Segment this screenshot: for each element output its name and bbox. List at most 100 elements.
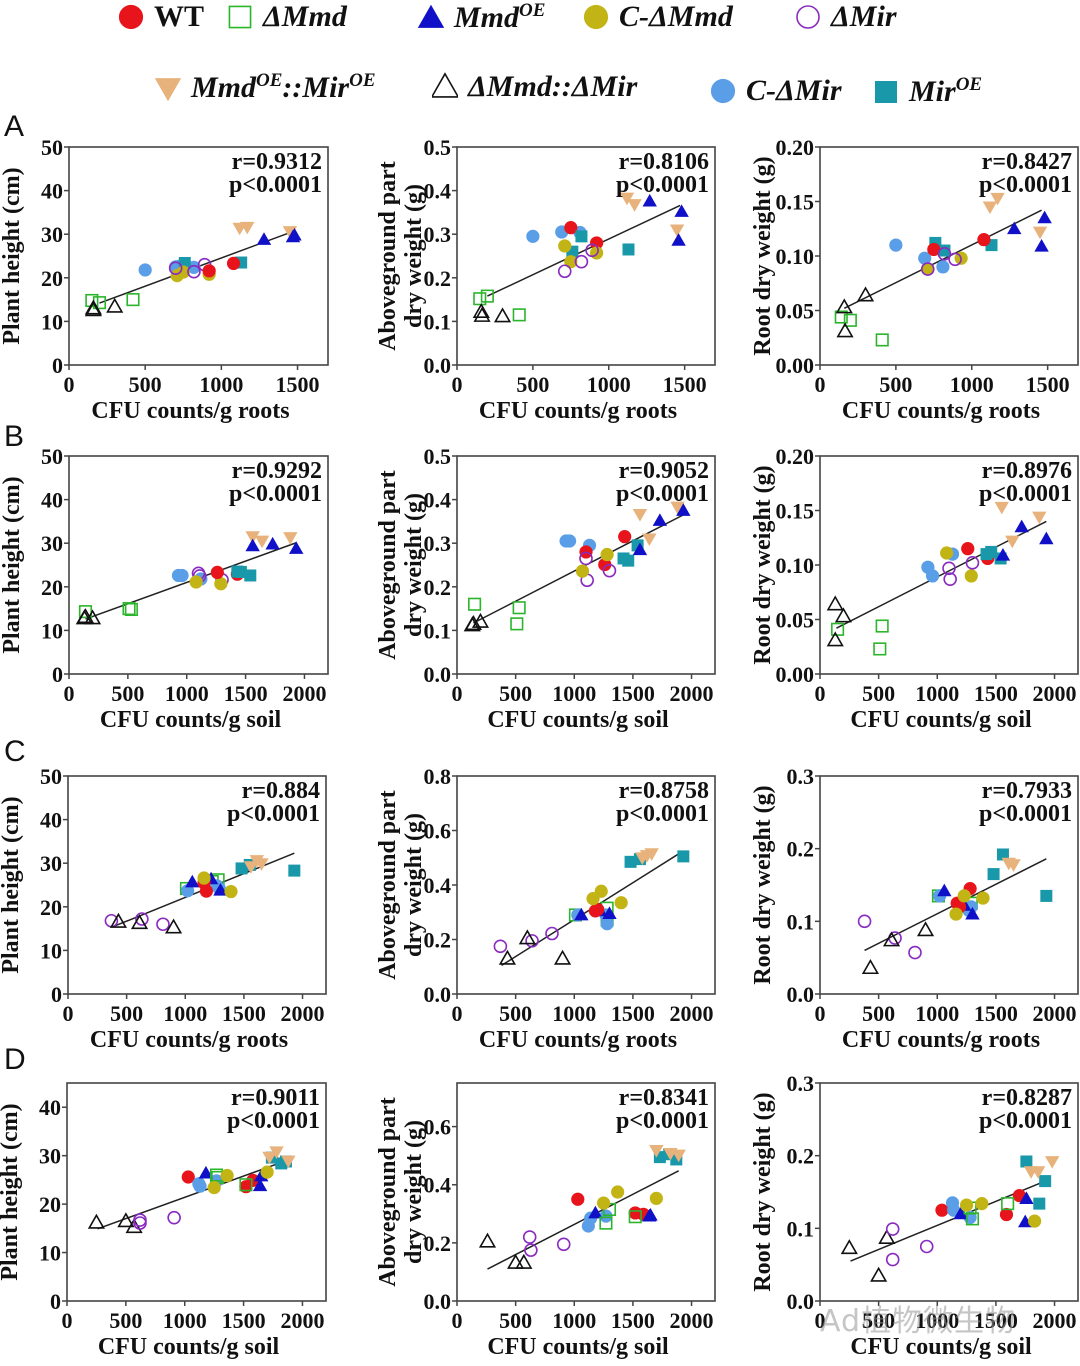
p-value-label: p<0.0001 <box>616 172 709 198</box>
data-point-dmmd <box>122 602 136 616</box>
data-point-cdmmd <box>975 1197 989 1211</box>
y-axis-label: Root dry weight (g) <box>750 785 776 984</box>
scatter-chart-c2: 0 500 1000 1500 2000 0.0 0.2 0.4 0.6 0.8 CFU count… <box>375 764 716 1053</box>
data-point-dmmddmir <box>471 612 490 628</box>
y-tick-label: 0.1 <box>424 309 452 334</box>
data-point-mmdmiroe <box>269 1146 284 1159</box>
y-tick-label: 0.2 <box>787 837 815 862</box>
legend-label-text: ::Mir <box>282 71 350 104</box>
y-tick-label: 0.10 <box>776 553 815 578</box>
y-axis-label: Aboveground part <box>375 470 401 660</box>
x-tick-label: 0 <box>63 1001 74 1026</box>
data-point-dmmd <box>480 289 494 303</box>
x-tick-label: 2000 <box>1033 1308 1077 1333</box>
legend-label-text: Mir <box>909 75 956 108</box>
x-tick-label: 1000 <box>950 372 994 397</box>
y-axis-label: Root dry weight (g) <box>750 1092 776 1291</box>
x-tick-label: 1000 <box>587 372 631 397</box>
x-tick-label: 2000 <box>670 1308 714 1333</box>
y-tick-label: 0.10 <box>776 244 815 269</box>
y-tick-label: 0 <box>50 1289 61 1314</box>
data-point-cdmmd <box>959 1198 974 1212</box>
data-point-wt <box>564 221 578 235</box>
y-tick-label: 20 <box>40 895 62 920</box>
y-tick-label: 0.05 <box>776 608 815 633</box>
x-tick-label: 500 <box>879 372 912 397</box>
legend-label-text: WT <box>154 0 205 33</box>
data-point-mmdoe <box>252 1178 268 1192</box>
data-point-dmir <box>187 264 201 279</box>
y-tick-label: 20 <box>39 1192 61 1217</box>
data-point-mmdoe <box>245 538 260 552</box>
data-point-dmir <box>133 1216 147 1230</box>
data-point-dmmddmir <box>117 1212 135 1228</box>
y-tick-label: 0.15 <box>776 499 815 524</box>
data-point-cdmir <box>181 884 195 898</box>
plot-frame <box>456 1082 716 1302</box>
legend-label: C-ΔMmd <box>619 0 733 34</box>
panel-letter-b: B <box>4 420 25 453</box>
plot-frame <box>67 775 327 995</box>
data-point-dmir <box>167 1210 181 1225</box>
plot-frame <box>66 1082 327 1302</box>
panel-letter-a: A <box>4 110 25 143</box>
data-point-miroe <box>677 850 690 863</box>
data-point-cdmmd <box>260 1165 274 1179</box>
legend-label: ΔMmd::ΔMir <box>468 70 637 104</box>
data-point-dmmddmir <box>882 931 901 947</box>
y-tick-label: 0.1 <box>787 909 815 934</box>
data-point-cdmmd <box>189 575 203 589</box>
legend-label-text: ΔMmd::ΔMir <box>468 70 638 103</box>
x-tick-label: 1500 <box>222 1308 266 1333</box>
watermark: Ad植物微生物 <box>820 1304 1017 1339</box>
plot-frame <box>819 1082 1079 1302</box>
data-point-cdmmd <box>611 1185 625 1199</box>
data-point-miroe <box>1040 889 1053 902</box>
data-point-dmir <box>133 1213 147 1227</box>
data-point-mmdoe <box>602 906 617 920</box>
y-tick-label: 50 <box>41 444 63 469</box>
x-tick-label: 500 <box>516 372 549 397</box>
p-value-label: p<0.0001 <box>979 172 1072 198</box>
data-point-mmdmiroe <box>262 1151 277 1165</box>
x-tick-label: 0 <box>64 681 75 706</box>
y-axis-label: Plant height (cm) <box>0 476 25 653</box>
data-point-mmdoe <box>287 227 302 241</box>
x-tick-label: 1500 <box>222 1001 266 1026</box>
panel-letter-c: C <box>4 735 26 768</box>
data-point-miroe <box>624 855 637 868</box>
x-tick-label: 500 <box>111 681 144 706</box>
data-point-cdmir <box>175 568 189 583</box>
x-tick-label: 0 <box>452 372 463 397</box>
data-point-cdmir <box>138 263 152 277</box>
legend-label-sup: OE <box>256 70 283 91</box>
y-tick-label: 30 <box>40 851 62 876</box>
plot-frame <box>456 455 716 675</box>
data-point-mmdoe <box>674 204 689 217</box>
data-point-mmdmiroe <box>281 1155 296 1169</box>
data-point-dmmddmir <box>87 1213 106 1229</box>
legend-item-miroe: MirOE <box>873 74 982 109</box>
scatter-chart-d1: 0 500 1000 1500 2000 0 10 20 30 40 CFU counts/g so… <box>0 1082 327 1360</box>
data-point-mmdmiroe <box>1006 859 1021 872</box>
correlation-r-label: r=0.8427 <box>982 149 1072 175</box>
data-point-wt <box>927 242 941 257</box>
data-point-dmmd <box>1001 1197 1015 1211</box>
data-point-mmdoe <box>1039 531 1054 545</box>
x-axis-label: CFU counts/g roots <box>842 398 1040 424</box>
data-point-mmdoe <box>953 1206 968 1220</box>
y-tick-label: 0 <box>52 662 63 687</box>
data-point-cdmmd <box>197 871 211 885</box>
data-point-dmmd <box>834 310 848 324</box>
data-point-mmdmiroe <box>642 533 657 547</box>
panel-letter-d: D <box>4 1043 26 1076</box>
data-point-dmmddmir <box>553 949 572 965</box>
legend-label: MirOE <box>909 74 982 109</box>
data-point-dmir <box>585 243 599 258</box>
data-point-dmir <box>908 945 922 960</box>
data-point-mmdoe <box>995 547 1011 561</box>
plot-frame <box>456 146 716 366</box>
x-tick-label: 0 <box>815 681 826 706</box>
data-point-mmdoe <box>937 883 952 897</box>
x-tick-label: 0 <box>452 1001 463 1026</box>
